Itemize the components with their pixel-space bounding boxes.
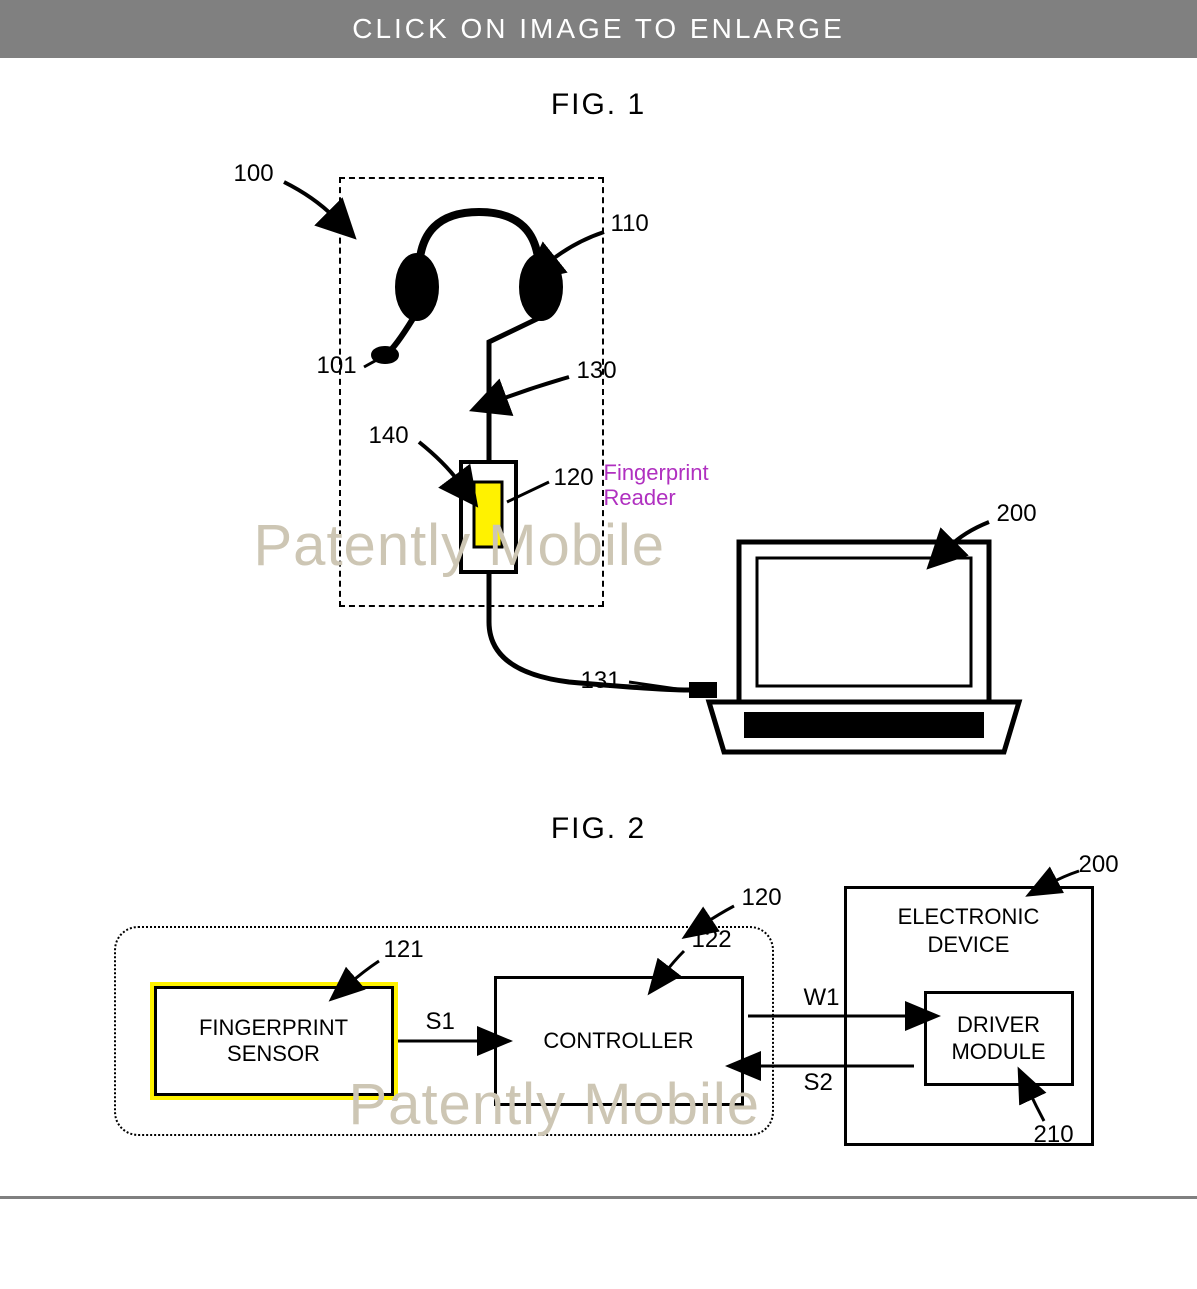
label-110: 110 <box>611 210 649 238</box>
signal-s1: S1 <box>426 1008 455 1036</box>
label-122: 122 <box>692 926 732 954</box>
label-101: 101 <box>317 352 357 380</box>
label-121: 121 <box>384 936 424 964</box>
fig2-area: ELECTRONIC DEVICE FINGERPRINT SENSOR CON… <box>74 866 1124 1166</box>
banner-text: CLICK ON IMAGE TO ENLARGE <box>352 13 845 44</box>
signal-w1: W1 <box>804 984 840 1012</box>
label-210: 210 <box>1034 1121 1074 1149</box>
signal-s2: S2 <box>804 1069 833 1097</box>
fig2-svg <box>74 866 1124 1166</box>
label-130: 130 <box>577 357 617 385</box>
label-200b: 200 <box>1079 851 1119 879</box>
label-131: 131 <box>581 667 621 695</box>
label-120b: 120 <box>742 884 782 912</box>
bottom-divider <box>0 1196 1197 1199</box>
label-140: 140 <box>369 422 409 450</box>
fig1-area: 100 110 101 130 140 120 131 200 Fingerpr… <box>149 142 1049 762</box>
enlarge-banner[interactable]: CLICK ON IMAGE TO ENLARGE <box>0 0 1197 58</box>
fingerprint-annotation: Fingerprint Reader <box>604 460 709 511</box>
fig1-title: FIG. 1 <box>0 88 1197 122</box>
label-100: 100 <box>234 160 274 188</box>
label-200: 200 <box>997 500 1037 528</box>
diagram-page: FIG. 1 <box>0 58 1197 1229</box>
fig2-title: FIG. 2 <box>0 812 1197 846</box>
label-120: 120 <box>554 464 594 492</box>
